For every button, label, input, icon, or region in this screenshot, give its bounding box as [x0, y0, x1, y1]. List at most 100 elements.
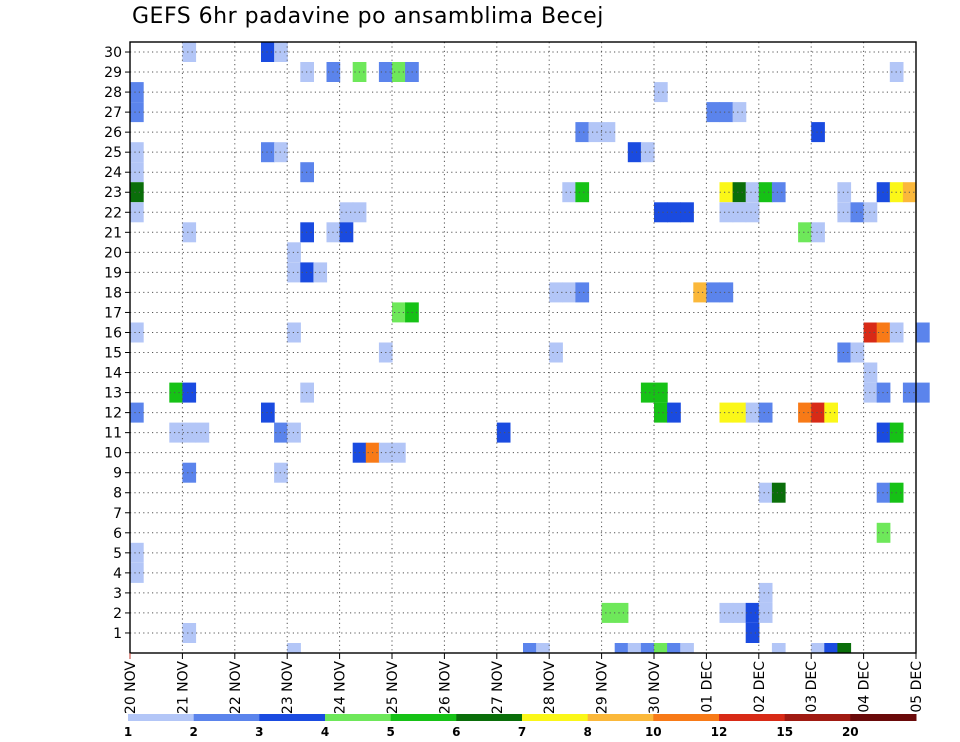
data-cell	[182, 382, 197, 403]
x-tick-label: 28 NOV	[542, 661, 558, 715]
data-cell	[798, 222, 812, 243]
data-cell	[261, 142, 275, 163]
data-cell	[758, 602, 773, 623]
data-cell	[811, 122, 825, 143]
colorbar-label: 7	[518, 725, 526, 739]
data-cell	[667, 402, 681, 423]
y-tick-label: 27	[104, 105, 122, 121]
data-cell	[850, 342, 865, 363]
data-cell	[588, 122, 603, 143]
colorbar-segment	[784, 714, 851, 721]
x-tick-label: 27 NOV	[490, 661, 506, 715]
y-tick-label: 10	[104, 446, 122, 462]
colorbar-segment	[653, 714, 720, 721]
data-cell	[130, 402, 144, 423]
data-cell	[549, 282, 563, 303]
data-cell	[837, 182, 852, 203]
data-cell	[667, 643, 681, 653]
colorbar-label: 1	[124, 725, 132, 739]
data-cell	[287, 643, 301, 653]
data-cell	[182, 42, 197, 62]
colorbar-segment	[456, 714, 523, 721]
y-tick-label: 11	[104, 426, 122, 442]
data-cell	[614, 602, 629, 623]
data-cell	[654, 202, 668, 223]
y-tick-label: 7	[113, 506, 122, 522]
data-cell	[824, 402, 838, 423]
plot-area	[130, 42, 916, 653]
data-cell	[719, 102, 734, 123]
y-tick-label: 22	[104, 205, 122, 221]
y-tick-label: 5	[113, 546, 122, 562]
data-cell	[640, 142, 655, 163]
y-tick-label: 2	[113, 606, 122, 622]
colorbar-label: 20	[842, 725, 859, 739]
data-cell	[863, 382, 878, 403]
data-cell	[824, 643, 838, 653]
x-tick-label: 29 NOV	[595, 661, 611, 715]
y-tick-label: 26	[104, 125, 122, 141]
data-cell	[706, 282, 721, 303]
data-cell	[601, 602, 616, 623]
data-cell	[169, 382, 183, 403]
y-tick-label: 20	[104, 245, 122, 261]
data-cell	[274, 462, 288, 483]
data-cell	[719, 602, 734, 623]
data-cell	[680, 643, 694, 653]
x-tick-label: 30 NOV	[647, 661, 663, 715]
data-cell	[182, 222, 197, 243]
y-tick-label: 21	[104, 225, 122, 241]
data-cell	[693, 282, 707, 303]
colorbar-segment	[325, 714, 392, 721]
y-tick-label: 12	[104, 406, 122, 422]
data-cell	[182, 422, 197, 443]
plot-frame	[129, 41, 917, 654]
y-tick-label: 29	[104, 65, 122, 81]
data-cell	[274, 42, 288, 62]
data-cell	[863, 202, 878, 223]
data-cell	[719, 282, 734, 303]
data-cell	[732, 182, 747, 203]
y-tick-label: 23	[104, 185, 122, 201]
y-tick-label: 17	[104, 305, 122, 321]
y-tick-label: 14	[104, 366, 122, 382]
data-cell	[745, 182, 760, 203]
y-tick-label: 8	[113, 486, 122, 502]
y-tick-label: 9	[113, 466, 122, 482]
y-tick-label: 18	[104, 285, 122, 301]
data-cell	[771, 182, 786, 203]
data-cell	[732, 202, 747, 223]
data-cell	[732, 402, 747, 423]
data-cell	[130, 542, 144, 563]
x-tick-label: 22 NOV	[228, 661, 244, 715]
colorbar-segment	[850, 714, 917, 721]
data-cell	[837, 643, 852, 653]
colorbar-label: 4	[321, 725, 329, 739]
data-cell	[627, 142, 642, 163]
data-cell	[562, 182, 576, 203]
colorbar-segment	[128, 714, 195, 721]
data-cell	[745, 202, 760, 223]
data-cell	[130, 162, 144, 183]
y-tick-label: 24	[104, 165, 122, 181]
data-cell	[667, 202, 681, 223]
data-cell	[130, 562, 144, 583]
colorbar-label: 6	[452, 725, 460, 739]
data-cell	[863, 322, 878, 343]
data-cell	[287, 242, 301, 263]
data-cell	[601, 122, 616, 143]
colorbar-segment	[719, 714, 786, 721]
colorbar-segment	[259, 714, 326, 721]
x-tick-label: 26 NOV	[437, 661, 453, 715]
x-tick-label: 23 NOV	[280, 661, 296, 715]
data-cell	[758, 582, 773, 603]
y-tick-label: 6	[113, 526, 122, 542]
data-cell	[916, 382, 930, 403]
x-tick-label: 05 DEC	[909, 661, 925, 713]
data-cell	[811, 222, 825, 243]
data-cell	[654, 82, 668, 103]
data-cell	[863, 362, 878, 383]
data-cell	[719, 402, 734, 423]
data-cell	[287, 262, 301, 283]
data-cell	[523, 643, 537, 653]
